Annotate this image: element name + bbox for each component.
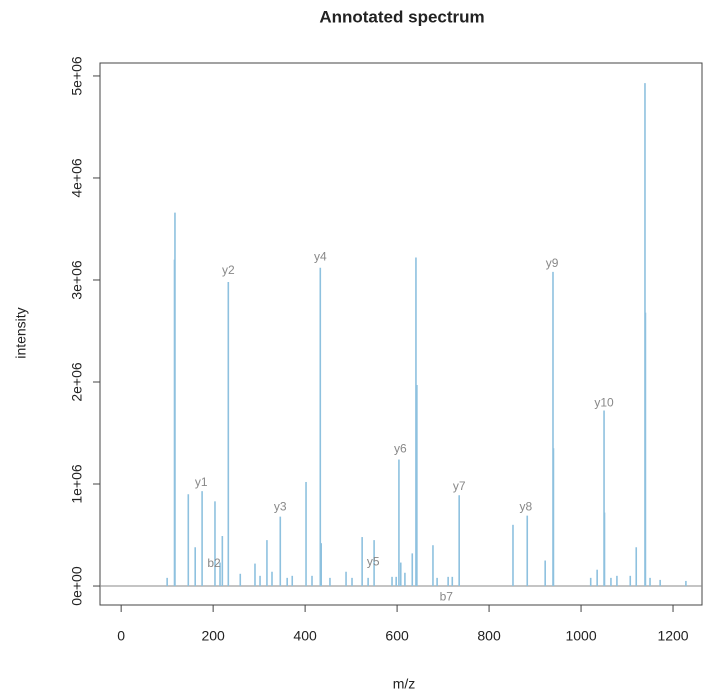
y-tick-label: 4e+06: [69, 158, 85, 198]
y-tick-label: 2e+06: [69, 362, 85, 402]
x-axis-label: m/z: [393, 676, 416, 692]
peak-annotation: y7: [453, 479, 466, 493]
peak-annotation: y4: [314, 250, 327, 264]
x-tick-label: 1000: [565, 628, 596, 644]
x-tick-label: 800: [477, 628, 501, 644]
peak-annotation: y6: [394, 441, 407, 455]
x-tick-label: 200: [201, 628, 225, 644]
peak-annotation: b2: [207, 556, 221, 570]
y-tick-label: 5e+06: [69, 56, 85, 96]
x-tick-label: 0: [117, 628, 125, 644]
peak-annotation: b7: [440, 589, 454, 603]
peak-annotation: y10: [594, 396, 614, 410]
y-tick-label: 1e+06: [69, 464, 85, 504]
y-tick-label: 0e+00: [69, 566, 85, 606]
peak-annotation: y2: [222, 263, 235, 277]
x-tick-label: 1200: [657, 628, 688, 644]
plot-frame: [99, 62, 703, 606]
peak-annotation: y1: [195, 475, 208, 489]
peak-annotation: y8: [520, 500, 533, 514]
y-axis-label: intensity: [13, 307, 29, 358]
x-tick-label: 400: [293, 628, 317, 644]
y-tick-label: 3e+06: [69, 260, 85, 300]
chart-title: Annotated spectrum: [319, 7, 484, 26]
x-tick-label: 600: [385, 628, 409, 644]
peak-annotation: y5: [367, 555, 380, 569]
peak-annotation: y3: [274, 500, 287, 514]
peak-annotation: y9: [546, 256, 559, 270]
